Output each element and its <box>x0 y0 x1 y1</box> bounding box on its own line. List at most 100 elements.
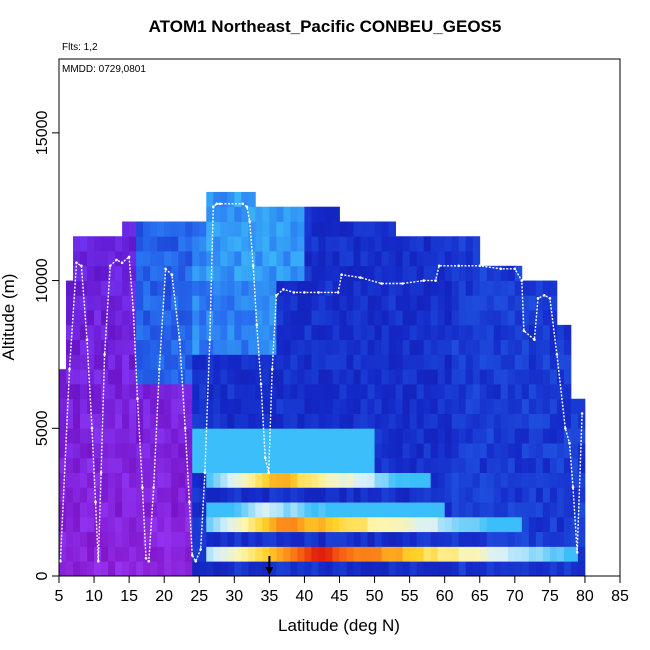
heatmap-cell <box>227 457 235 473</box>
heatmap-cell <box>157 236 165 252</box>
flight-track-point <box>422 279 426 282</box>
heatmap-cell <box>395 502 404 518</box>
heatmap-cell <box>318 531 326 547</box>
heatmap-cell <box>563 561 572 577</box>
heatmap-cell <box>542 502 551 518</box>
heatmap-cell <box>318 265 326 281</box>
heatmap-cell <box>346 251 354 267</box>
heatmap-cell <box>185 310 193 326</box>
heatmap-cell <box>409 516 418 533</box>
flight-track-point <box>94 500 97 504</box>
heatmap-cell <box>367 265 375 281</box>
heatmap-cell <box>528 502 537 518</box>
heatmap-cell <box>255 265 263 281</box>
heatmap-cell <box>465 398 474 414</box>
heatmap-cell <box>150 531 158 547</box>
heatmap-cell <box>507 428 516 444</box>
heatmap-cell <box>283 236 291 252</box>
heatmap-cell <box>346 295 354 311</box>
heatmap-cell <box>213 502 221 518</box>
heatmap-cell <box>199 487 207 503</box>
x-tick-label: 45 <box>331 588 349 605</box>
heatmap-cell <box>199 531 207 547</box>
heatmap-cell <box>101 502 109 518</box>
heatmap-cell <box>80 487 88 503</box>
heatmap-cell <box>143 383 151 400</box>
heatmap-cell <box>493 398 502 414</box>
heatmap-cell <box>444 398 453 414</box>
heatmap-cell <box>171 265 179 281</box>
heatmap-cell <box>444 561 453 577</box>
heatmap-cell <box>395 428 404 444</box>
heatmap-cell <box>94 295 102 311</box>
heatmap-cell <box>241 324 249 341</box>
heatmap-cell <box>556 502 565 518</box>
heatmap-cell <box>451 354 460 370</box>
heatmap-cell <box>521 339 530 355</box>
heatmap-cell <box>185 265 193 281</box>
heatmap-cell <box>164 236 172 252</box>
heatmap-cell <box>290 457 298 473</box>
flight-track-point <box>263 456 267 460</box>
heatmap-cell <box>325 472 333 488</box>
heatmap-cell <box>507 546 516 562</box>
heatmap-cell <box>276 206 284 222</box>
heatmap-cell <box>101 369 109 385</box>
heatmap-cell <box>381 487 389 503</box>
heatmap-cell <box>234 369 242 385</box>
heatmap-cell <box>416 502 425 518</box>
heatmap-cell <box>213 546 221 562</box>
flight-track-point <box>164 267 167 271</box>
heatmap-cell <box>416 531 425 547</box>
heatmap-cell <box>423 413 432 429</box>
heatmap-cell <box>451 531 460 547</box>
heatmap-cell <box>325 280 333 296</box>
heatmap-cell <box>164 383 172 400</box>
heatmap-cell <box>416 398 425 414</box>
heatmap-cell <box>430 561 439 577</box>
heatmap-cell <box>150 516 158 533</box>
heatmap-cell <box>143 354 151 370</box>
heatmap-cell <box>311 324 319 341</box>
heatmap-cell <box>360 516 368 533</box>
heatmap-cell <box>157 487 165 503</box>
heatmap-cell <box>108 487 116 503</box>
heatmap-cell <box>535 295 544 311</box>
heatmap-cell <box>283 428 291 444</box>
heatmap-cell <box>241 191 249 208</box>
heatmap-cell <box>262 369 270 385</box>
heatmap-cell <box>171 546 179 562</box>
heatmap-cell <box>73 413 81 429</box>
heatmap-cell <box>185 472 193 488</box>
heatmap-cell <box>213 236 221 252</box>
heatmap-cell <box>164 531 172 547</box>
heatmap-cell <box>360 487 368 503</box>
heatmap-cell <box>122 369 130 385</box>
heatmap-cell <box>227 383 235 400</box>
heatmap-cell <box>360 354 368 370</box>
heatmap-cell <box>87 531 95 547</box>
heatmap-cell <box>500 428 509 444</box>
heatmap-cell <box>325 310 333 326</box>
heatmap-cell <box>318 354 326 370</box>
heatmap-cell <box>248 339 256 355</box>
heatmap-cell <box>94 265 102 281</box>
heatmap-cell <box>143 310 151 326</box>
heatmap-cell <box>381 251 389 267</box>
heatmap-cell <box>570 443 579 459</box>
heatmap-cell <box>234 531 242 547</box>
flight-track-point <box>85 338 89 342</box>
heatmap-cell <box>234 413 242 429</box>
heatmap-cell <box>528 369 537 385</box>
heatmap-cell <box>360 369 368 385</box>
heatmap-cell <box>493 531 502 547</box>
heatmap-cell <box>556 398 565 414</box>
heatmap-cell <box>521 369 530 385</box>
heatmap-cell <box>255 236 263 252</box>
heatmap-cell <box>472 457 481 473</box>
heatmap-cell <box>192 339 200 355</box>
heatmap-cell <box>339 310 347 326</box>
heatmap-cell <box>171 398 179 414</box>
heatmap-cell <box>143 502 151 518</box>
heatmap-cell <box>325 206 333 222</box>
